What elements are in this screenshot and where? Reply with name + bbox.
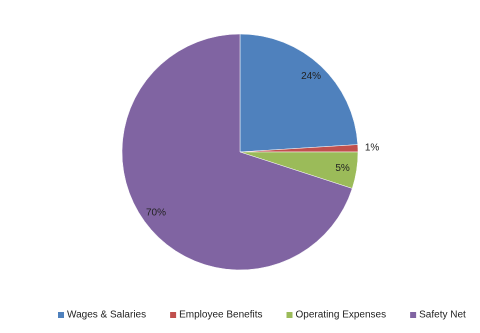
- data-label: 5%: [335, 163, 350, 174]
- data-label: 70%: [146, 208, 166, 219]
- data-label: 24%: [301, 71, 321, 82]
- legend-swatch: [58, 312, 64, 318]
- legend-label: Employee Benefits: [179, 310, 262, 321]
- legend-label: Wages & Salaries: [67, 310, 146, 321]
- legend-label: Safety Net: [419, 310, 466, 321]
- legend-label: Operating Expenses: [296, 310, 387, 321]
- data-label: 1%: [365, 142, 380, 153]
- legend-swatch: [170, 312, 177, 318]
- pie-slice: [239, 33, 359, 153]
- legend-swatch: [286, 312, 293, 318]
- pie-slice: [121, 33, 353, 271]
- legend-swatch: [410, 312, 417, 318]
